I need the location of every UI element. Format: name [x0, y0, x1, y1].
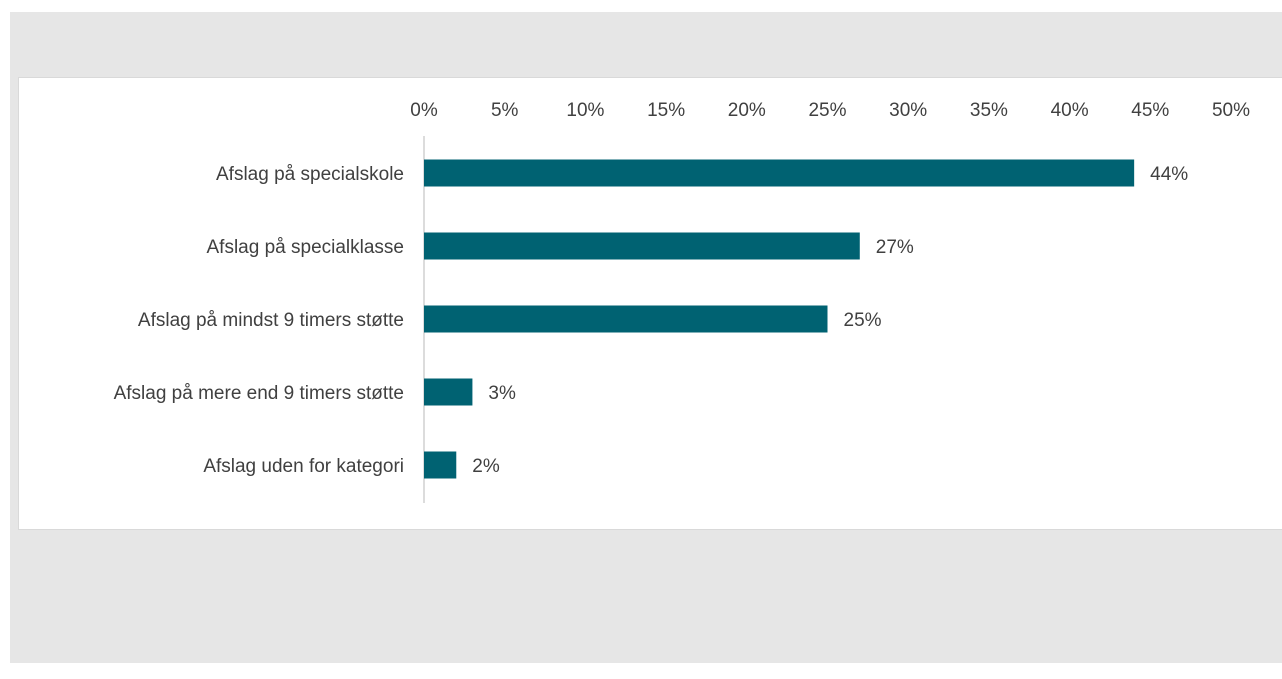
- chart-card: [18, 77, 1282, 530]
- category-labels: Afslag på specialskole Afslag på specialk…: [114, 164, 404, 477]
- value-label: 44%: [1150, 164, 1188, 185]
- x-tick-label: 40%: [1051, 100, 1089, 121]
- x-axis-ticks: 0% 5% 10% 15% 20% 25% 30% 35% 40% 45% 50%: [410, 100, 1250, 121]
- bar: [424, 378, 473, 406]
- value-label: 25%: [844, 310, 882, 331]
- value-label: 27%: [876, 237, 914, 258]
- x-tick-label: 35%: [970, 100, 1008, 121]
- x-tick-label: 5%: [491, 100, 519, 121]
- x-tick-label: 15%: [647, 100, 685, 121]
- x-tick-label: 45%: [1131, 100, 1169, 121]
- value-label: 3%: [488, 383, 516, 404]
- category-label: Afslag på mere end 9 timers støtte: [114, 383, 404, 404]
- x-tick-label: 30%: [889, 100, 927, 121]
- value-label: 2%: [472, 456, 500, 477]
- value-labels: 44% 27% 25% 3% 2%: [472, 164, 1188, 477]
- category-label: Afslag på specialskole: [216, 164, 404, 185]
- x-tick-label: 10%: [566, 100, 604, 121]
- category-label: Afslag uden for kategori: [203, 456, 404, 477]
- bars: [424, 159, 1135, 479]
- bar: [424, 305, 828, 333]
- category-label: Afslag på specialklasse: [207, 237, 405, 258]
- category-label: Afslag på mindst 9 timers støtte: [138, 310, 404, 331]
- bar: [424, 451, 457, 479]
- x-tick-label: 50%: [1212, 100, 1250, 121]
- bar: [424, 159, 1135, 187]
- x-tick-label: 20%: [728, 100, 766, 121]
- x-tick-label: 0%: [410, 100, 438, 121]
- bar: [424, 232, 860, 260]
- x-tick-label: 25%: [808, 100, 846, 121]
